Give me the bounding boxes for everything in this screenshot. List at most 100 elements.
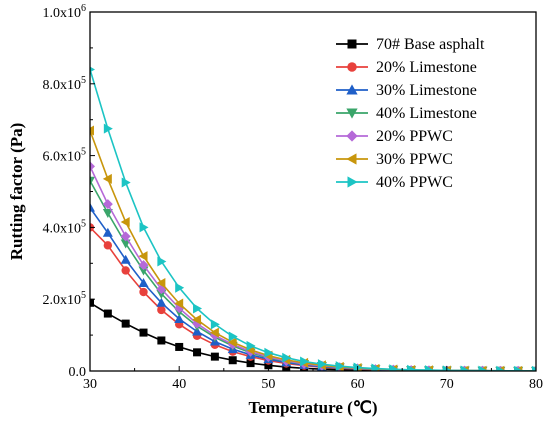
data-point <box>193 348 202 357</box>
data-point <box>121 319 130 328</box>
data-point <box>121 177 131 188</box>
y-tick-label: 0.0 <box>69 365 87 380</box>
series-line <box>90 130 536 371</box>
data-point <box>157 305 166 315</box>
legend-label: 20% PPWC <box>376 128 453 145</box>
data-point <box>103 309 112 318</box>
data-point <box>90 125 94 136</box>
x-tick-label: 30 <box>83 377 97 392</box>
data-point <box>389 364 399 371</box>
x-tick-label: 40 <box>172 377 186 392</box>
data-point <box>264 347 274 358</box>
data-point <box>174 313 185 323</box>
data-point <box>102 199 113 210</box>
x-tick-label: 60 <box>351 377 365 392</box>
legend-marker <box>347 39 357 49</box>
data-point <box>120 217 130 228</box>
legend-label: 40% PPWC <box>376 174 453 191</box>
series-3 <box>90 176 536 371</box>
data-point <box>103 123 113 134</box>
x-tick-label: 70 <box>440 377 454 392</box>
data-point <box>227 337 237 348</box>
series-4 <box>90 161 536 371</box>
legend-label: 30% Limestone <box>376 82 477 99</box>
legend-marker <box>347 176 358 188</box>
data-point <box>103 241 113 250</box>
legend-entry: 30% PPWC <box>336 151 453 168</box>
legend-entry: 70# Base asphalt <box>336 36 485 53</box>
series-line <box>90 166 536 371</box>
legend-label: 30% PPWC <box>376 151 453 168</box>
data-point <box>371 363 381 371</box>
y-tick-label: 4.0x105 <box>43 218 87 236</box>
data-point <box>175 282 185 293</box>
data-point <box>120 231 131 242</box>
data-point <box>156 278 166 289</box>
data-point <box>496 365 506 371</box>
data-point <box>335 361 345 371</box>
series-line <box>90 226 536 371</box>
data-point <box>532 365 536 371</box>
data-point <box>90 202 95 212</box>
data-point <box>246 340 256 351</box>
data-point <box>138 260 149 271</box>
data-point <box>209 327 219 338</box>
legend-marker <box>346 130 358 142</box>
series-layer <box>90 66 536 371</box>
data-point <box>478 365 488 371</box>
data-point <box>157 336 166 345</box>
legend-marker <box>346 84 358 95</box>
data-point <box>139 328 148 337</box>
series-line <box>90 302 536 371</box>
data-point <box>407 364 417 371</box>
y-tick-label: 2.0x105 <box>43 290 87 308</box>
data-point <box>174 298 184 309</box>
legend-marker <box>346 108 358 119</box>
legend-label: 20% Limestone <box>376 59 477 76</box>
series-2 <box>90 202 536 371</box>
data-point <box>138 278 149 288</box>
y-tick-label: 8.0x105 <box>43 75 87 93</box>
x-tick-label: 50 <box>261 377 275 392</box>
data-point <box>460 365 470 371</box>
legend-entry: 40% Limestone <box>336 105 477 122</box>
legend-entry: 20% PPWC <box>336 128 453 145</box>
legend-marker <box>346 153 357 165</box>
data-point <box>90 66 95 73</box>
data-point <box>90 298 94 307</box>
data-point <box>156 297 167 307</box>
legend-entry: 30% Limestone <box>336 82 477 99</box>
data-point <box>192 314 202 325</box>
legend-label: 40% Limestone <box>376 105 477 122</box>
data-point <box>120 254 131 264</box>
series-5 <box>90 125 536 371</box>
x-axis-title: Temperature (℃) <box>248 398 377 417</box>
data-point <box>264 361 273 370</box>
y-tick-label: 1.0x106 <box>43 3 87 21</box>
data-point <box>121 266 130 275</box>
series-6 <box>90 66 536 371</box>
data-point <box>317 359 327 370</box>
legend-label: 70# Base asphalt <box>376 36 485 53</box>
data-point <box>139 287 148 297</box>
data-point <box>90 161 95 172</box>
y-axis-title: Rutting factor (Pa) <box>7 123 26 261</box>
data-point <box>139 222 149 233</box>
axis-ticks <box>89 11 537 372</box>
data-point <box>90 176 95 186</box>
data-point <box>102 209 113 219</box>
x-tick-label: 80 <box>529 377 543 392</box>
data-point <box>138 251 148 262</box>
data-point <box>210 352 219 361</box>
data-point <box>102 227 113 237</box>
data-point <box>210 319 220 330</box>
data-point <box>228 331 238 342</box>
data-point <box>228 356 237 365</box>
legend-entry: 40% PPWC <box>336 174 453 191</box>
data-point <box>300 356 310 367</box>
data-point <box>514 365 524 371</box>
legend-marker <box>347 62 357 72</box>
data-point <box>157 256 167 267</box>
data-point <box>175 342 184 351</box>
